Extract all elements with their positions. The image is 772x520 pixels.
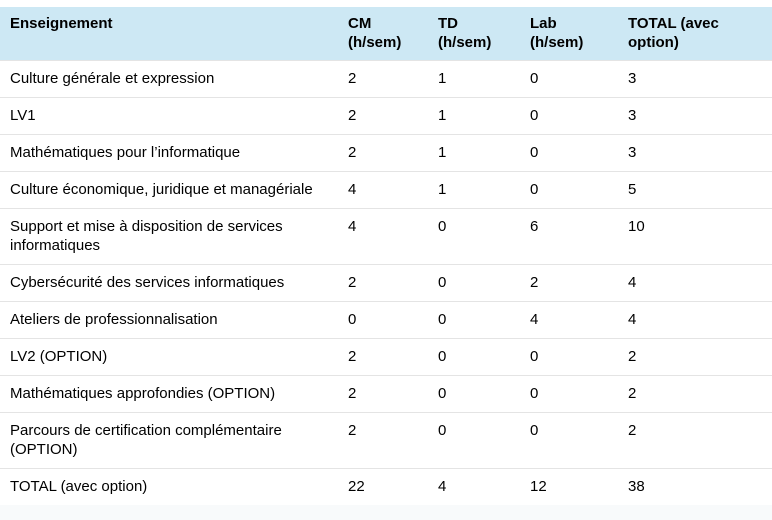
total-cell: 2 [618,375,772,413]
total-cell: 3 [618,97,772,135]
cm-cell: 2 [338,97,428,135]
total-cell: 10 [618,208,772,265]
course-name-cell: Mathématiques pour l’informatique [0,134,338,172]
course-name-cell: LV1 [0,97,338,135]
table-row: Culture économique, juridique et managér… [0,171,772,209]
cm-cell: 22 [338,468,428,505]
cm-cell: 2 [338,375,428,413]
column-header-td: TD (h/sem) [428,7,520,61]
course-name-cell: Support et mise à disposition de service… [0,208,338,265]
table-row: LV1 2 1 0 3 [0,97,772,135]
column-header-total: TOTAL (avec option) [618,7,772,61]
page: Enseignement CM (h/sem) TD (h/sem) Lab (… [0,7,772,505]
lab-cell: 0 [520,375,618,413]
total-cell: 4 [618,301,772,339]
total-cell: 3 [618,60,772,98]
total-cell: 38 [618,468,772,505]
course-hours-table: Enseignement CM (h/sem) TD (h/sem) Lab (… [0,7,772,505]
table-row: Mathématiques approfondies (OPTION) 2 0 … [0,375,772,413]
course-name-cell: Culture économique, juridique et managér… [0,171,338,209]
td-cell: 1 [428,60,520,98]
td-cell: 0 [428,338,520,376]
cm-cell: 2 [338,134,428,172]
table-row: Cybersécurité des services informatiques… [0,264,772,302]
lab-cell: 0 [520,338,618,376]
footer-strip [0,505,772,520]
lab-cell: 0 [520,134,618,172]
lab-cell: 4 [520,301,618,339]
course-name-cell: Mathématiques approfondies (OPTION) [0,375,338,413]
course-name-cell: Cybersécurité des services informatiques [0,264,338,302]
total-cell: 2 [618,412,772,469]
table-row: Support et mise à disposition de service… [0,208,772,265]
course-name-cell: Culture générale et expression [0,60,338,98]
cm-cell: 0 [338,301,428,339]
lab-cell: 12 [520,468,618,505]
lab-cell: 0 [520,60,618,98]
table-row-total: TOTAL (avec option) 22 4 12 38 [0,468,772,505]
table-row: Mathématiques pour l’informatique 2 1 0 … [0,134,772,172]
table-row: Ateliers de professionnalisation 0 0 4 4 [0,301,772,339]
td-cell: 0 [428,412,520,469]
table-header-row: Enseignement CM (h/sem) TD (h/sem) Lab (… [0,7,772,61]
td-cell: 0 [428,301,520,339]
total-cell: 3 [618,134,772,172]
td-cell: 1 [428,97,520,135]
cm-cell: 2 [338,264,428,302]
cm-cell: 2 [338,338,428,376]
total-cell: 5 [618,171,772,209]
lab-cell: 0 [520,171,618,209]
course-name-cell: TOTAL (avec option) [0,468,338,505]
total-cell: 4 [618,264,772,302]
table-row: Parcours de certification complémentaire… [0,412,772,469]
course-name-cell: LV2 (OPTION) [0,338,338,376]
course-name-cell: Parcours de certification complémentaire… [0,412,338,469]
column-header-lab: Lab (h/sem) [520,7,618,61]
lab-cell: 2 [520,264,618,302]
td-cell: 0 [428,264,520,302]
td-cell: 1 [428,171,520,209]
table-row: Culture générale et expression 2 1 0 3 [0,60,772,98]
lab-cell: 0 [520,412,618,469]
td-cell: 0 [428,375,520,413]
cm-cell: 4 [338,208,428,265]
table-row: LV2 (OPTION) 2 0 0 2 [0,338,772,376]
td-cell: 1 [428,134,520,172]
td-cell: 4 [428,468,520,505]
column-header-enseignement: Enseignement [0,7,338,61]
td-cell: 0 [428,208,520,265]
lab-cell: 0 [520,97,618,135]
cm-cell: 4 [338,171,428,209]
lab-cell: 6 [520,208,618,265]
cm-cell: 2 [338,60,428,98]
column-header-cm: CM (h/sem) [338,7,428,61]
total-cell: 2 [618,338,772,376]
cm-cell: 2 [338,412,428,469]
course-name-cell: Ateliers de professionnalisation [0,301,338,339]
